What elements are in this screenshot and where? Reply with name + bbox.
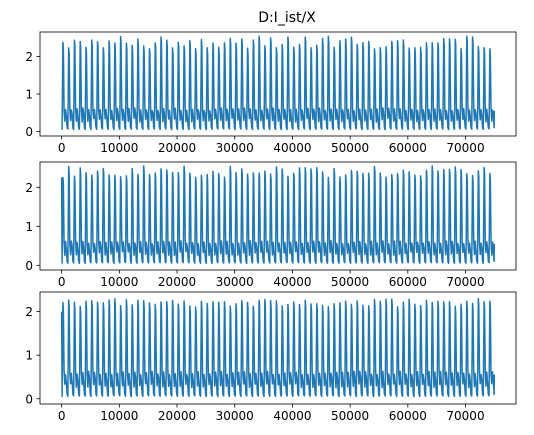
subplot-3: 0 10000 20000 30000 40000 50000 60000 70000 0 1 2: [25, 291, 517, 423]
y-tick-label: 0: [25, 392, 33, 406]
y-tick-label: 2: [25, 50, 33, 64]
x-tick-label: 70000: [446, 275, 484, 289]
subplot-panels: 0 10000 20000 30000 40000 50000 60000 700000120…: [25, 31, 517, 423]
y-tick-label: 0: [25, 259, 33, 273]
x-tick-label: 70000: [446, 141, 484, 155]
y-tick-label: 1: [25, 87, 33, 101]
x-tick-label: 50000: [331, 141, 369, 155]
x-tick-label: 10000: [100, 275, 138, 289]
subplot-2: 0 10000 20000 30000 40000 50000 60000 70000 0 1 2: [25, 161, 517, 289]
x-tick-label: 60000: [389, 409, 427, 423]
x-tick-label: 40000: [273, 275, 311, 289]
x-tick-label: 30000: [216, 141, 254, 155]
axes-frame: [39, 31, 517, 137]
subplot-1: 0 10000 20000 30000 40000 50000 60000 70000 0 1 2: [25, 31, 517, 155]
y-tick-label: 1: [25, 220, 33, 234]
signal-series-line: [60, 165, 496, 265]
x-tick-label: 40000: [273, 141, 311, 155]
y-tick-label: 1: [25, 349, 33, 363]
y-tick-label: 2: [25, 181, 33, 195]
axes-frame: [39, 161, 517, 271]
y-tick-label: 0: [25, 125, 33, 139]
x-tick-label: 0: [58, 141, 66, 155]
x-tick-label: 60000: [389, 275, 427, 289]
x-tick-label: 20000: [158, 141, 196, 155]
x-tick-label: 50000: [331, 409, 369, 423]
x-tick-label: 30000: [216, 275, 254, 289]
x-tick-label: 20000: [158, 409, 196, 423]
x-tick-label: 20000: [158, 275, 196, 289]
y-tick-label: 2: [25, 305, 33, 319]
x-tick-label: 40000: [273, 409, 311, 423]
x-tick-label: 50000: [331, 275, 369, 289]
x-tick-label: 0: [58, 409, 66, 423]
x-tick-label: 0: [58, 275, 66, 289]
x-tick-label: 10000: [100, 409, 138, 423]
chart-title: D:I_ist/X: [258, 10, 316, 26]
signal-series-line: [61, 35, 496, 131]
x-tick-label: 60000: [389, 141, 427, 155]
x-tick-label: 70000: [446, 409, 484, 423]
axes-frame: [39, 291, 517, 405]
x-tick-label: 10000: [100, 141, 138, 155]
x-tick-label: 30000: [216, 409, 254, 423]
signal-series-line: [60, 297, 496, 398]
